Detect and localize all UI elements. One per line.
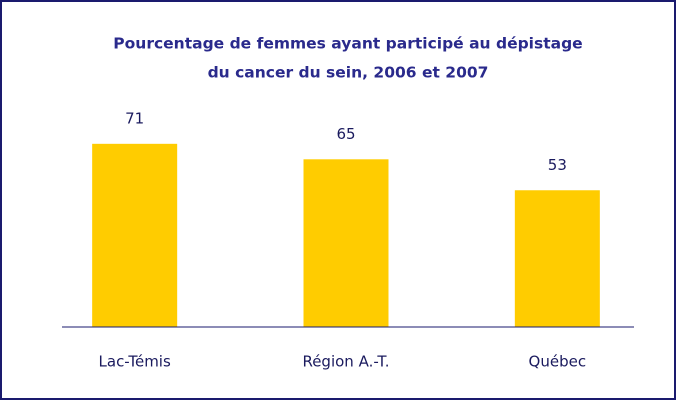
bar xyxy=(92,143,178,327)
bar xyxy=(303,159,389,327)
chart-title: du cancer du sein, 2006 et 2007 xyxy=(208,64,489,82)
value-label: 65 xyxy=(336,125,355,143)
value-label: 71 xyxy=(125,109,144,127)
x-tick-label: Lac-Témis xyxy=(99,353,171,371)
x-tick-label: Québec xyxy=(529,353,587,371)
bar xyxy=(514,190,600,327)
x-tick-label: Région A.-T. xyxy=(302,353,389,371)
chart-title: Pourcentage de femmes ayant participé au… xyxy=(113,35,582,53)
value-label: 53 xyxy=(548,156,567,174)
